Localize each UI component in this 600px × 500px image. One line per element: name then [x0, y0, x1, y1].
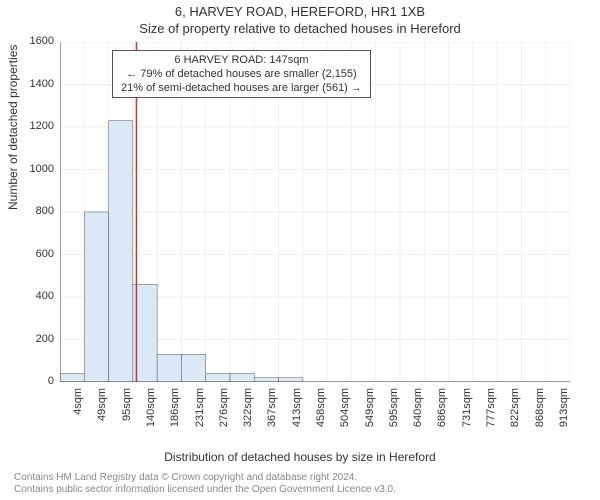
- y-tick-label: 600: [36, 248, 54, 260]
- y-tick-label: 400: [36, 290, 54, 302]
- annotation-box: 6 HARVEY ROAD: 147sqm ← 79% of detached …: [112, 50, 371, 98]
- x-axis-label: Distribution of detached houses by size …: [0, 450, 600, 464]
- y-tick-label: 0: [48, 375, 54, 387]
- x-tick-label: 913sqm: [558, 388, 570, 448]
- x-tick-label: 322sqm: [242, 388, 254, 448]
- annotation-line: 6 HARVEY ROAD: 147sqm: [121, 53, 362, 67]
- credits: Contains HM Land Registry data © Crown c…: [14, 472, 396, 496]
- x-tick-label: 140sqm: [145, 388, 157, 448]
- x-tick-label: 731sqm: [461, 388, 473, 448]
- y-tick-label: 1200: [30, 120, 54, 132]
- x-tick-label: 458sqm: [315, 388, 327, 448]
- x-tick-label: 595sqm: [388, 388, 400, 448]
- chart-container: 6, HARVEY ROAD, HEREFORD, HR1 1XB Size o…: [0, 0, 600, 500]
- annotation-line: 21% of semi-detached houses are larger (…: [121, 81, 362, 95]
- histogram-bar: [60, 374, 84, 383]
- histogram-bar: [230, 374, 254, 383]
- x-tick-label: 504sqm: [339, 388, 351, 448]
- histogram-bar: [109, 121, 133, 382]
- histogram-bar: [84, 212, 108, 382]
- x-tick-label: 276sqm: [218, 388, 230, 448]
- chart-subtitle: Size of property relative to detached ho…: [0, 19, 600, 36]
- x-tick-label: 4sqm: [72, 388, 84, 448]
- y-tick-label: 1600: [30, 35, 54, 47]
- x-tick-label: 822sqm: [509, 388, 521, 448]
- x-tick-label: 640sqm: [412, 388, 424, 448]
- x-tick-label: 686sqm: [436, 388, 448, 448]
- y-axis-label: Number of detached properties: [6, 45, 20, 210]
- x-tick-label: 367sqm: [266, 388, 278, 448]
- histogram-bar: [206, 374, 230, 383]
- chart-title: 6, HARVEY ROAD, HEREFORD, HR1 1XB: [0, 0, 600, 19]
- histogram-bar: [157, 354, 181, 382]
- x-axis-ticks: 4sqm 49sqm 95sqm 140sqm 186sqm 231sqm 276sqm 32…: [60, 382, 570, 452]
- credit-line: Contains public sector information licen…: [14, 484, 396, 496]
- y-tick-label: 200: [36, 333, 54, 345]
- x-tick-label: 777sqm: [485, 388, 497, 448]
- y-tick-label: 1400: [30, 78, 54, 90]
- credit-line: Contains HM Land Registry data © Crown c…: [14, 472, 396, 484]
- y-tick-label: 1000: [30, 163, 54, 175]
- x-tick-label: 231sqm: [194, 388, 206, 448]
- x-tick-label: 868sqm: [534, 388, 546, 448]
- x-tick-label: 549sqm: [364, 388, 376, 448]
- x-tick-label: 49sqm: [96, 388, 108, 448]
- histogram-bar: [181, 354, 205, 382]
- x-tick-label: 186sqm: [169, 388, 181, 448]
- y-tick-label: 800: [36, 205, 54, 217]
- x-tick-label: 95sqm: [121, 388, 133, 448]
- annotation-line: ← 79% of detached houses are smaller (2,…: [121, 67, 362, 81]
- x-tick-label: 413sqm: [291, 388, 303, 448]
